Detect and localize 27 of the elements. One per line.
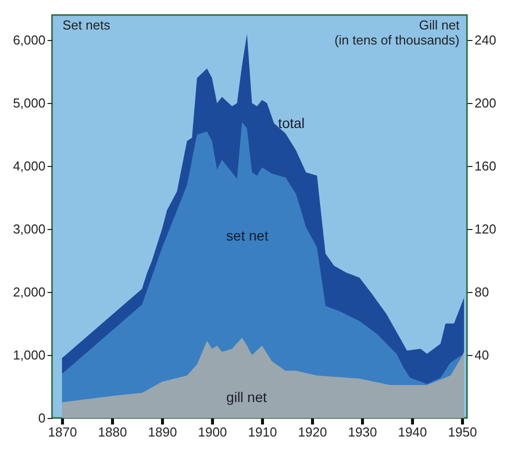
y-tick-label: 2,000 (12, 284, 46, 300)
y2-tick-label: 40 (474, 348, 489, 363)
y2-tick-label: 240 (474, 32, 496, 48)
y2-tick-label: 200 (474, 96, 496, 111)
y-axis-title: Set nets (62, 18, 111, 32)
y-tick-label: 6,000 (12, 32, 46, 48)
series-label: set net (226, 228, 268, 244)
x-tick-label: 1900 (198, 424, 227, 440)
y-tick-label: 3,000 (12, 222, 46, 237)
y2-axis-title: Gill net (in tens of thousands) (334, 18, 460, 48)
x-tick-label: 1890 (148, 424, 177, 440)
x-tick-label: 1870 (48, 424, 77, 440)
y-tick-label: 0 (38, 410, 46, 426)
x-tick-label: 1880 (98, 424, 127, 440)
y-tick-label: 4,000 (12, 158, 46, 174)
y-tick-label: 5,000 (12, 96, 46, 111)
series-label: total (278, 114, 305, 131)
x-tick-label: 1940 (398, 424, 427, 440)
x-tick-label: 1920 (298, 424, 327, 440)
x-tick-label: 1950 (448, 424, 477, 440)
y2-tick-label: 160 (474, 158, 496, 174)
y2-tick-label: 120 (474, 222, 496, 237)
x-tick-label: 1910 (248, 424, 277, 440)
x-tick-label: 1930 (348, 424, 377, 440)
y2-tick-label: 80 (474, 284, 489, 300)
y-tick-label: 1,000 (12, 348, 46, 363)
series-label: gill net (226, 388, 267, 405)
